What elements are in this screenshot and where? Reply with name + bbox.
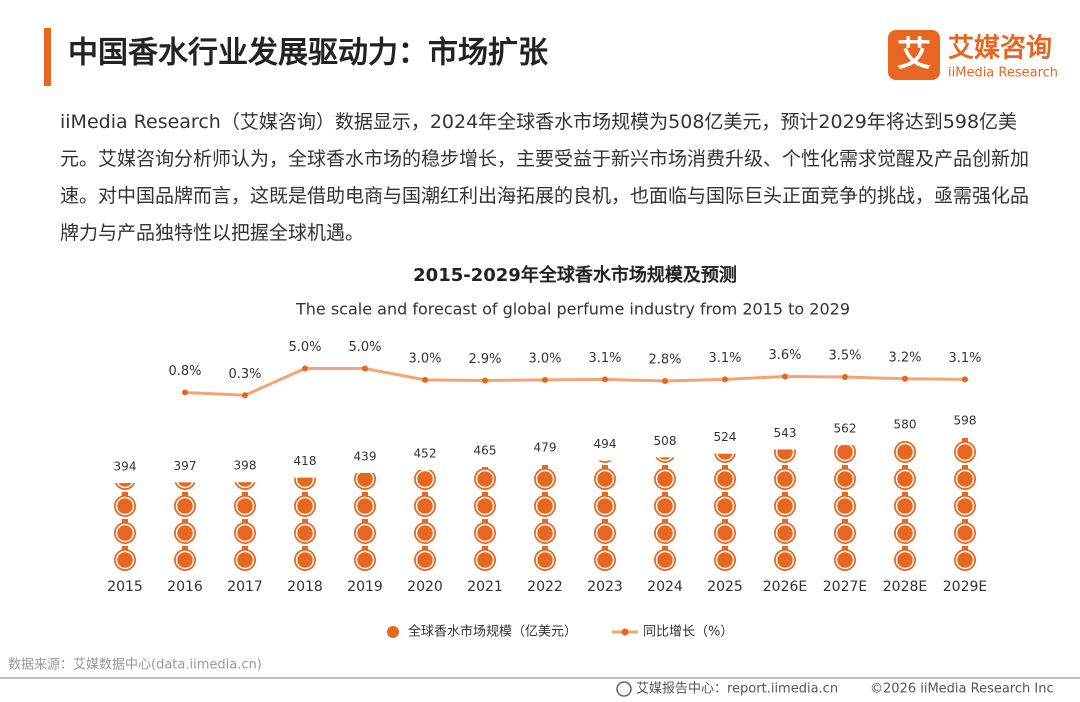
bar bbox=[412, 469, 438, 572]
logo-sub: iiMedia Research bbox=[948, 66, 1058, 81]
x-tick-label: 2018 bbox=[287, 579, 323, 595]
bar-value-label: 394 bbox=[114, 460, 137, 474]
growth-point bbox=[482, 377, 488, 384]
bar-value-label: 452 bbox=[414, 446, 437, 460]
growth-point bbox=[362, 365, 368, 372]
bar-value-label: 398 bbox=[234, 459, 257, 473]
x-tick-label: 2027E bbox=[823, 579, 867, 595]
x-tick-label: 2026E bbox=[763, 579, 807, 595]
growth-point bbox=[182, 389, 188, 396]
growth-point bbox=[242, 392, 248, 399]
legend-swatch bbox=[621, 628, 629, 636]
bar bbox=[832, 445, 858, 572]
x-tick-label: 2017 bbox=[227, 579, 263, 595]
growth-label: 5.0% bbox=[288, 340, 321, 355]
growth-point bbox=[422, 376, 428, 383]
x-tick-label: 2028E bbox=[883, 579, 927, 595]
logo-mark: 艾 bbox=[897, 35, 931, 75]
growth-point bbox=[902, 375, 908, 382]
bar-value-label: 543 bbox=[774, 426, 797, 440]
x-tick-label: 2015 bbox=[107, 579, 143, 595]
intro-paragraph: iiMedia Research（艾媒咨询）数据显示，2024年全球香水市场规模… bbox=[60, 111, 1030, 244]
bar bbox=[712, 453, 738, 572]
growth-label: 3.5% bbox=[828, 349, 861, 364]
bar-value-label: 580 bbox=[894, 418, 917, 432]
growth-label: 3.6% bbox=[768, 348, 801, 363]
growth-point bbox=[722, 376, 728, 383]
page-title: 中国香水行业发展驱动力：市场扩张 bbox=[68, 36, 548, 71]
bar-value-label: 479 bbox=[534, 440, 557, 454]
bar-value-label: 494 bbox=[594, 437, 617, 451]
bar bbox=[172, 482, 198, 572]
bar bbox=[892, 441, 918, 572]
bar bbox=[772, 449, 798, 572]
growth-point bbox=[962, 376, 968, 383]
bar bbox=[532, 463, 558, 572]
x-tick-label: 2024 bbox=[647, 579, 683, 595]
title-accent bbox=[44, 28, 51, 86]
footer-icon bbox=[616, 681, 632, 697]
x-tick-label: 2025 bbox=[707, 579, 743, 595]
growth-point bbox=[542, 376, 548, 383]
bar-value-label: 418 bbox=[294, 454, 317, 468]
growth-point bbox=[602, 376, 608, 383]
copyright: ©2026 iiMedia Research Inc bbox=[870, 682, 1054, 697]
bar bbox=[112, 483, 138, 572]
footer-center: 艾媒报告中心：report.iimedia.cn bbox=[636, 682, 838, 697]
bar-value-label: 439 bbox=[354, 449, 377, 463]
x-tick-label: 2029E bbox=[943, 579, 987, 595]
x-tick-label: 2022 bbox=[527, 579, 563, 595]
x-tick-label: 2019 bbox=[347, 579, 383, 595]
bar bbox=[292, 477, 318, 572]
bar-value-label: 397 bbox=[174, 459, 197, 473]
bar-value-label: 465 bbox=[474, 444, 497, 458]
bar bbox=[952, 437, 978, 572]
bar-value-label: 524 bbox=[714, 430, 737, 444]
growth-label: 3.1% bbox=[588, 351, 621, 366]
growth-label: 2.8% bbox=[648, 353, 681, 368]
bar bbox=[652, 457, 678, 572]
bar bbox=[352, 472, 378, 572]
bar bbox=[592, 460, 618, 572]
legend-swatch bbox=[387, 626, 399, 638]
growth-label: 3.2% bbox=[888, 350, 921, 365]
bar-value-label: 562 bbox=[834, 422, 857, 436]
bar-value-label: 508 bbox=[654, 434, 677, 448]
x-tick-label: 2020 bbox=[407, 579, 443, 595]
growth-label: 3.0% bbox=[408, 351, 441, 366]
growth-line bbox=[184, 367, 966, 397]
growth-label: 3.1% bbox=[708, 351, 741, 366]
growth-point bbox=[662, 378, 668, 385]
growth-point bbox=[782, 373, 788, 380]
logo-box bbox=[888, 30, 940, 80]
logo-name: 艾媒咨询 bbox=[948, 33, 1052, 64]
growth-label: 2.9% bbox=[468, 352, 501, 367]
x-tick-label: 2016 bbox=[167, 579, 203, 595]
source: 数据来源：艾媒数据中心(data.iimedia.cn) bbox=[8, 658, 262, 673]
legend-label: 同比增长（%） bbox=[643, 625, 733, 640]
growth-label: 0.8% bbox=[168, 364, 201, 379]
growth-label: 0.3% bbox=[228, 367, 261, 382]
legend-label: 全球香水市场规模（亿美元） bbox=[408, 624, 577, 640]
bar bbox=[232, 482, 258, 572]
growth-point bbox=[842, 374, 848, 381]
growth-label: 5.0% bbox=[348, 340, 381, 355]
chart-subtitle: The scale and forecast of global perfume… bbox=[295, 300, 850, 319]
bar-value-label: 598 bbox=[954, 414, 977, 428]
bar bbox=[472, 467, 498, 572]
growth-label: 3.1% bbox=[948, 351, 981, 366]
chart-title: 2015-2029年全球香水市场规模及预测 bbox=[413, 264, 737, 286]
x-tick-label: 2021 bbox=[467, 579, 503, 595]
growth-point bbox=[302, 365, 308, 372]
growth-label: 3.0% bbox=[528, 351, 561, 366]
x-tick-label: 2023 bbox=[587, 579, 623, 595]
